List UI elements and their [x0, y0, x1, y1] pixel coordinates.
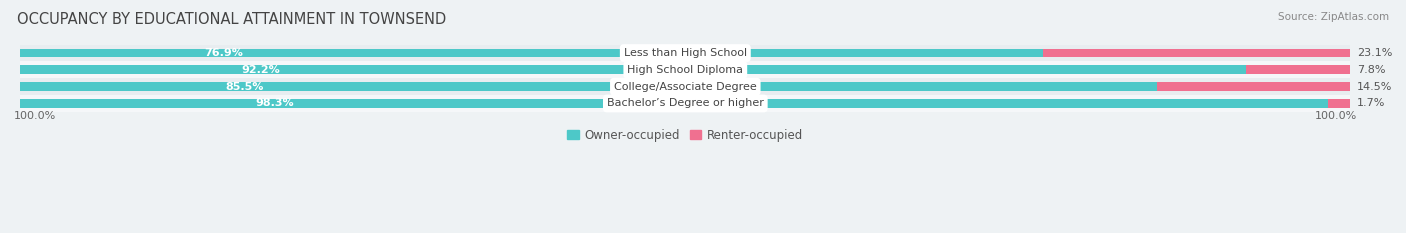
Bar — [1327, 99, 1350, 108]
Bar — [1157, 82, 1350, 91]
Text: 76.9%: 76.9% — [204, 48, 243, 58]
Bar — [21, 65, 1247, 74]
Text: 98.3%: 98.3% — [256, 99, 294, 109]
Bar — [21, 62, 1350, 78]
Text: 14.5%: 14.5% — [1357, 82, 1392, 92]
Text: 85.5%: 85.5% — [225, 82, 263, 92]
Text: 100.0%: 100.0% — [14, 111, 56, 121]
Bar — [1247, 65, 1350, 74]
Text: 7.8%: 7.8% — [1357, 65, 1385, 75]
Bar — [21, 78, 1350, 95]
Text: High School Diploma: High School Diploma — [627, 65, 744, 75]
Bar — [21, 82, 1157, 91]
Bar — [21, 45, 1350, 62]
Text: Less than High School: Less than High School — [624, 48, 747, 58]
Text: 92.2%: 92.2% — [242, 65, 280, 75]
Text: Bachelor’s Degree or higher: Bachelor’s Degree or higher — [607, 99, 763, 109]
Bar — [21, 99, 1327, 108]
Bar — [21, 95, 1350, 112]
Bar — [1043, 49, 1350, 57]
Text: 100.0%: 100.0% — [1315, 111, 1357, 121]
Legend: Owner-occupied, Renter-occupied: Owner-occupied, Renter-occupied — [562, 124, 808, 147]
Bar — [21, 49, 1043, 57]
Text: College/Associate Degree: College/Associate Degree — [614, 82, 756, 92]
Text: 23.1%: 23.1% — [1357, 48, 1392, 58]
Text: Source: ZipAtlas.com: Source: ZipAtlas.com — [1278, 12, 1389, 22]
Text: OCCUPANCY BY EDUCATIONAL ATTAINMENT IN TOWNSEND: OCCUPANCY BY EDUCATIONAL ATTAINMENT IN T… — [17, 12, 446, 27]
Text: 1.7%: 1.7% — [1357, 99, 1385, 109]
